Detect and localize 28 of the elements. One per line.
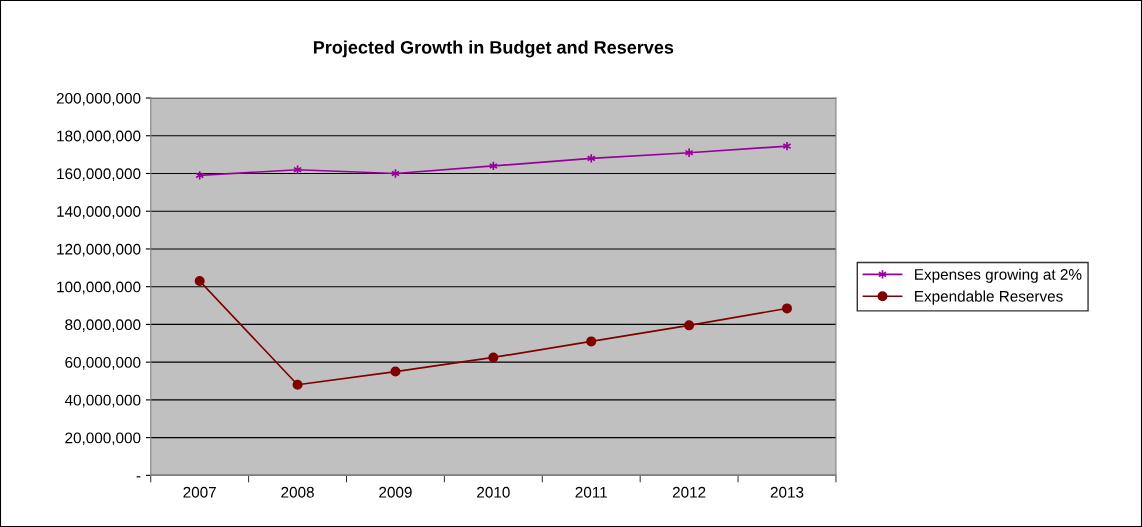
point <box>488 352 499 363</box>
x-tick-label: 2008 <box>281 486 314 498</box>
point <box>586 336 597 347</box>
legend-label: Expenses growing at 2% <box>915 268 1082 283</box>
y-tick-label: 180,000,000 <box>57 130 141 144</box>
y-tick-label: 80,000,000 <box>65 319 141 332</box>
point <box>390 366 401 377</box>
y-tick-label: 60,000,000 <box>65 357 141 370</box>
point <box>194 276 205 287</box>
x-tick-label: 2009 <box>379 486 412 498</box>
legend-label: Expendable Reserves <box>915 290 1063 305</box>
y-tick-label: 200,000,000 <box>56 92 141 106</box>
x-tick-label: 2010 <box>477 486 510 498</box>
x-tick-label: 2007 <box>183 486 216 498</box>
point <box>684 320 695 331</box>
y-tick-label: 20,000,000 <box>65 432 141 446</box>
y-tick-label: 100,000,000 <box>57 281 141 295</box>
point <box>781 303 793 314</box>
x-tick-label: 2011 <box>575 486 607 498</box>
chart-title: Projected Growth in Budget and Reserves <box>313 40 674 58</box>
y-tick-label: 160,000,000 <box>57 168 141 181</box>
x-tick-label: 2012 <box>672 486 706 498</box>
x-tick-label: 2013 <box>770 486 804 498</box>
y-tick-label: 140,000,000 <box>57 206 141 219</box>
y-tick-label: 40,000,000 <box>64 394 141 408</box>
y-tick-label: 120,000,000 <box>57 243 141 257</box>
point <box>292 379 303 390</box>
y-tick-label: - <box>136 476 141 478</box>
